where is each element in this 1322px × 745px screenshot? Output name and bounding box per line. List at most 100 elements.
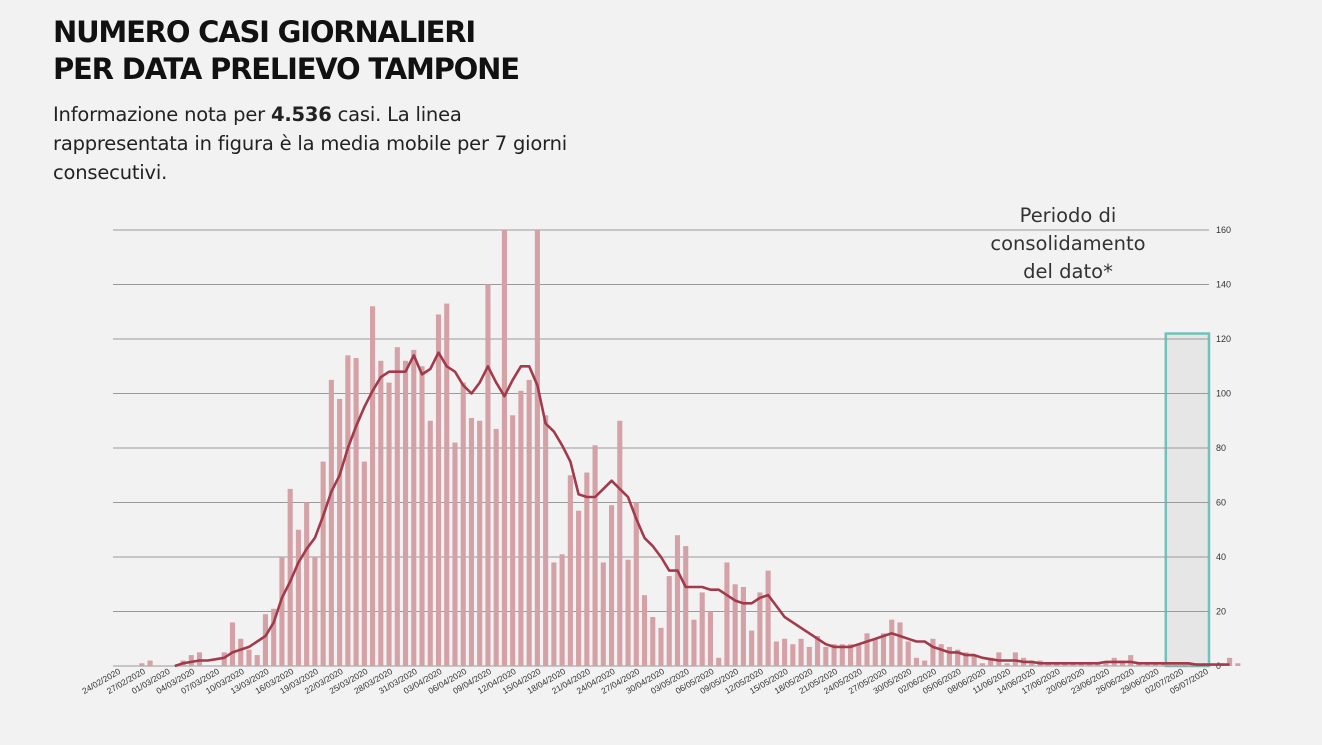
bar [815,636,821,666]
bar [262,614,269,666]
bar [1012,652,1018,666]
bar [782,638,788,666]
bar [551,562,557,666]
bar [650,616,656,666]
bar [1103,663,1109,666]
bar [988,657,994,666]
bar [806,646,812,666]
bar [971,655,977,666]
bar [1070,663,1076,666]
bar [419,366,425,666]
bar [370,306,376,666]
subtitle-prefix: Informazione nota per [53,103,265,126]
title-line-1: NUMERO CASI GIORNALIERI [53,15,476,49]
bar [930,638,936,666]
bar [559,554,565,666]
bar [600,562,606,666]
bar [1161,663,1167,666]
bar [229,622,236,666]
bar [1053,663,1060,666]
bar [312,557,318,666]
bar [864,633,870,666]
bar [674,535,681,666]
bar [979,663,985,666]
bar [411,349,417,666]
bar [1004,663,1010,666]
bar [444,303,450,666]
bar [658,627,664,666]
bar [905,641,911,666]
y-tick-label: 120 [1216,334,1231,344]
bar [1062,663,1068,666]
bar [188,655,194,666]
bar [543,415,549,666]
bar [196,652,203,666]
bar [254,655,260,666]
bar [361,461,367,666]
bar [856,644,862,666]
bar [1136,663,1142,666]
bar [872,638,878,666]
bar [938,644,944,666]
bar [641,595,648,666]
bar [534,230,540,666]
bar [691,619,697,666]
bar [526,379,532,666]
bar [749,630,755,666]
bar [1119,660,1126,666]
chart-subtitle: Informazione nota per 4.536 casi. La lin… [53,100,573,187]
bar [1029,660,1035,666]
bar [345,355,351,666]
bar [740,586,746,666]
consolidation-box [1164,332,1211,668]
bar [460,382,466,666]
bar [584,472,590,666]
bar [576,510,582,666]
bar [889,619,895,666]
bar [798,638,804,666]
bar [1045,663,1051,666]
bar [427,420,433,666]
bar [1095,663,1101,666]
bar [1227,657,1233,666]
bar [246,649,252,666]
bar [353,358,359,666]
bar [633,502,639,666]
bar [922,660,928,666]
bar [592,445,598,666]
bar [683,546,689,666]
bar [765,570,771,666]
bar [567,475,573,666]
chart-title: NUMERO CASI GIORNALIERI PER DATA PRELIEV… [53,14,520,88]
bar [271,608,277,666]
bar [477,420,483,666]
bar [625,559,631,666]
y-tick-label: 140 [1216,280,1231,290]
moving-average-line [174,351,1230,668]
bar [139,663,145,666]
bar [880,633,887,666]
bar [337,398,343,666]
bar [831,644,837,666]
y-tick-label: 80 [1216,443,1226,453]
y-tick-label: 40 [1216,552,1226,562]
bar [501,230,507,666]
bar [402,360,409,666]
bar [304,502,310,666]
bar [955,649,961,666]
bar [435,314,442,666]
bar [699,592,705,666]
bar [1235,663,1241,666]
bar [773,641,779,666]
bar [732,584,738,666]
bar [1185,663,1191,666]
bar [716,657,722,666]
bar [666,576,672,666]
y-tick-label: 0 [1216,661,1221,671]
bar [1078,663,1084,666]
bar [1144,663,1150,666]
bar [707,611,713,666]
y-tick-label: 100 [1216,389,1231,399]
consolidation-label: Periodo di consolidamento del dato* [990,204,1145,283]
bar [468,418,475,666]
